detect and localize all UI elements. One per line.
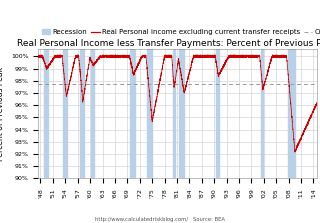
Bar bbox=[261, 49, 263, 178]
Bar bbox=[173, 49, 175, 178]
Bar bbox=[63, 49, 67, 178]
Legend: Recession, Real Personal income excluding current transfer receipts, Current: Recession, Real Personal income excludin… bbox=[42, 29, 320, 35]
Bar bbox=[179, 49, 184, 178]
Bar bbox=[91, 49, 94, 178]
Bar bbox=[216, 49, 220, 178]
Text: http://www.calculatedriskblog.com/   Source: BEA: http://www.calculatedriskblog.com/ Sourc… bbox=[95, 217, 225, 222]
Bar bbox=[80, 49, 84, 178]
Title: Real Personal Income less Transfer Payments: Percent of Previous Peak: Real Personal Income less Transfer Payme… bbox=[17, 39, 320, 48]
Bar bbox=[131, 49, 135, 178]
Bar bbox=[44, 49, 48, 178]
Y-axis label: Percent of Previous Peak: Percent of Previous Peak bbox=[0, 67, 5, 161]
Bar bbox=[147, 49, 152, 178]
Bar bbox=[288, 49, 295, 178]
